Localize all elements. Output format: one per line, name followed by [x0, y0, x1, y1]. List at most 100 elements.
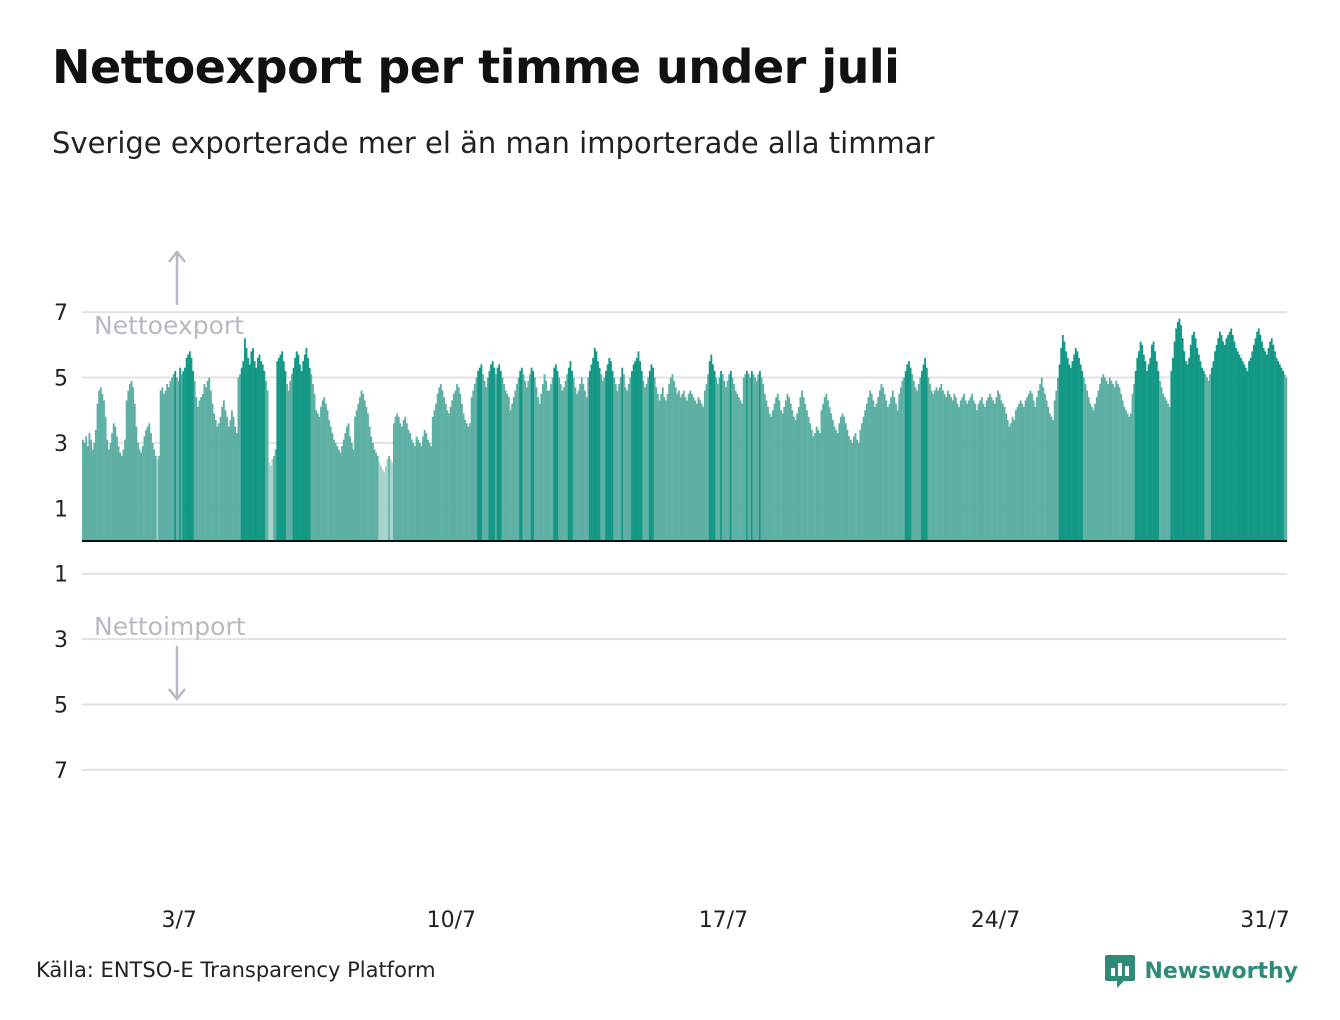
bar	[1215, 344, 1218, 541]
bar	[707, 374, 710, 541]
bar	[618, 384, 620, 541]
bar	[1246, 370, 1249, 541]
bar	[666, 393, 669, 541]
bar	[1081, 370, 1084, 541]
bar	[716, 384, 719, 541]
bar	[211, 403, 214, 541]
bar	[781, 413, 784, 541]
bar	[1214, 351, 1216, 541]
bar	[324, 403, 327, 541]
bar	[624, 387, 627, 541]
bar	[1006, 420, 1009, 541]
bar	[459, 393, 462, 541]
bar	[780, 410, 782, 541]
bar	[883, 393, 886, 541]
bar	[449, 406, 452, 541]
bar	[759, 370, 761, 541]
bar	[924, 357, 927, 541]
bar	[1133, 384, 1136, 541]
bar	[224, 410, 227, 541]
bar	[192, 370, 194, 541]
bar	[112, 423, 115, 541]
bar	[784, 400, 787, 541]
bar	[1282, 370, 1285, 541]
bar	[138, 449, 141, 541]
bar	[1162, 393, 1165, 541]
bar	[629, 377, 632, 541]
bar	[1068, 364, 1071, 541]
bar	[119, 452, 122, 541]
bar	[880, 384, 883, 541]
bar	[575, 393, 578, 541]
bar	[864, 410, 867, 541]
bar	[1222, 341, 1225, 541]
bar	[137, 442, 139, 541]
bar	[195, 397, 198, 541]
bar	[744, 374, 747, 541]
bar	[164, 390, 167, 541]
bar	[529, 374, 531, 541]
bar	[313, 393, 316, 541]
bar	[522, 374, 525, 541]
bar	[122, 449, 125, 541]
bar	[396, 413, 399, 541]
bar	[162, 393, 165, 541]
bar	[597, 361, 599, 541]
chart-subtitle: Sverige exporterade mer el än man import…	[52, 126, 935, 160]
bar	[1233, 341, 1236, 541]
bar	[977, 403, 980, 541]
bar	[1131, 393, 1134, 541]
bar	[465, 423, 468, 541]
bar	[409, 433, 412, 541]
bar	[566, 374, 569, 541]
bar	[266, 390, 269, 541]
bar	[302, 361, 305, 541]
bar	[420, 446, 423, 541]
y-tick-label: 5	[54, 694, 68, 719]
bar	[226, 416, 229, 541]
bar	[632, 364, 635, 541]
bar	[603, 377, 606, 541]
y-tick-label: 1	[54, 563, 68, 588]
bar	[990, 397, 993, 541]
bar	[1199, 361, 1202, 541]
bar	[1084, 384, 1087, 541]
bar	[896, 410, 899, 541]
bar	[951, 400, 954, 541]
bar	[917, 384, 920, 541]
newsworthy-logo[interactable]: Newsworthy	[1104, 953, 1298, 989]
bar	[956, 403, 959, 541]
bar	[592, 357, 595, 541]
bar	[1157, 370, 1160, 541]
bar	[793, 416, 795, 541]
bar	[1236, 351, 1239, 541]
bar	[1228, 331, 1231, 541]
y-axis-tick-labels: 7 5 3 1 1 3 5 7	[54, 301, 68, 784]
bar	[1155, 361, 1158, 541]
bar	[1160, 387, 1163, 541]
bar	[213, 413, 216, 541]
bar	[961, 397, 964, 541]
bar	[621, 367, 624, 541]
bar	[370, 436, 373, 541]
bar	[1196, 348, 1199, 541]
bar	[906, 364, 909, 541]
bar	[723, 380, 726, 541]
bar	[679, 397, 682, 541]
bar	[491, 361, 494, 541]
bar	[697, 397, 700, 541]
bar	[579, 384, 582, 541]
bar	[783, 406, 786, 541]
bar	[1092, 410, 1095, 541]
bar	[107, 449, 110, 541]
bar	[1194, 338, 1197, 541]
bar	[414, 446, 416, 541]
bar	[104, 416, 107, 541]
bar	[637, 351, 640, 541]
bar	[1086, 390, 1089, 541]
bar	[888, 403, 891, 541]
bar	[882, 387, 884, 541]
bar	[1154, 351, 1157, 541]
bar	[507, 397, 510, 541]
bar	[976, 410, 978, 541]
